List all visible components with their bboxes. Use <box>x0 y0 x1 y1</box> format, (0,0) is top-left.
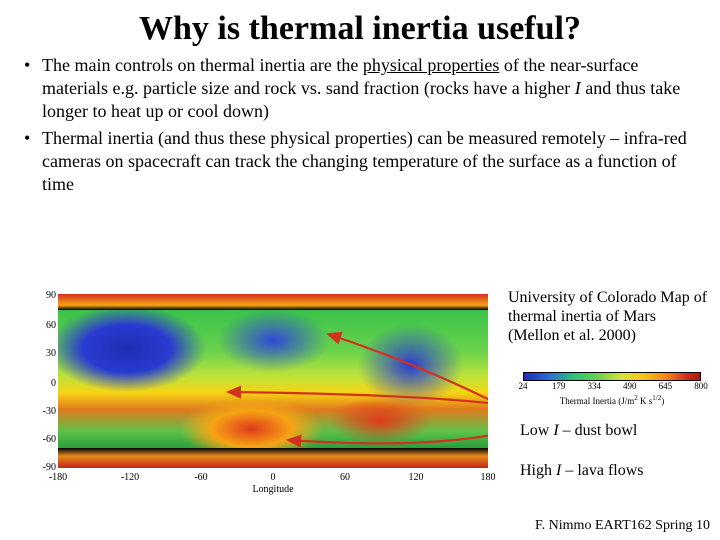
colorbar: 24 179 334 490 645 800 Thermal Inertia (… <box>523 372 713 406</box>
xtick-n120: -120 <box>121 472 139 483</box>
cbl-post: ) <box>661 396 664 406</box>
cbt-490: 490 <box>623 381 637 391</box>
cbt-334: 334 <box>587 381 601 391</box>
xtick-n60: -60 <box>194 472 207 483</box>
ytick-n30: -30 <box>28 406 56 417</box>
cbl-mid: K s <box>638 396 653 406</box>
cbl-pre: Thermal Inertia (J/m <box>560 396 634 406</box>
ytick-0: 0 <box>28 378 56 389</box>
thermal-inertia-map <box>58 294 488 468</box>
ytick-30: 30 <box>28 348 56 359</box>
ytick-n60: -60 <box>28 434 56 445</box>
high-I-label: High I – lava flows <box>520 462 644 480</box>
low-I-label: Low I – dust bowl <box>520 422 637 440</box>
bullet-list: The main controls on thermal inertia are… <box>0 54 720 196</box>
xtick-180: 180 <box>481 472 496 483</box>
b1-underline: physical properties <box>363 55 499 75</box>
figure-caption-main: University of Colorado Map of thermal in… <box>508 288 708 346</box>
map-wrap: 90 60 30 0 -30 -60 -90 -180 -120 -60 0 6… <box>28 288 498 498</box>
cbt-645: 645 <box>659 381 673 391</box>
colorbar-ticks: 24 179 334 490 645 800 <box>523 381 701 393</box>
slide-title: Why is thermal inertia useful? <box>0 0 720 54</box>
b1-text-pre: The main controls on thermal inertia are… <box>42 55 363 75</box>
bullet-1: The main controls on thermal inertia are… <box>42 54 698 123</box>
ytick-90: 90 <box>28 290 56 301</box>
cbl-sup2: 1/2 <box>652 394 661 402</box>
xtick-120: 120 <box>409 472 424 483</box>
high-pre: High <box>520 462 556 479</box>
cbt-24: 24 <box>519 381 528 391</box>
colorbar-label: Thermal Inertia (J/m2 K s1/2) <box>523 394 701 406</box>
colorbar-gradient <box>523 372 701 381</box>
xtick-60: 60 <box>340 472 350 483</box>
xtick-n180: -180 <box>49 472 67 483</box>
bullet-2: Thermal inertia (and thus these physical… <box>42 127 698 196</box>
xtick-0: 0 <box>271 472 276 483</box>
map-polar-top <box>58 294 488 310</box>
low-post: – dust bowl <box>559 422 638 439</box>
high-post: – lava flows <box>561 462 643 479</box>
map-polar-bottom <box>58 448 488 468</box>
x-axis-label: Longitude <box>58 484 488 495</box>
cbt-800: 800 <box>694 381 708 391</box>
cbt-179: 179 <box>552 381 566 391</box>
figure-area: 90 60 30 0 -30 -60 -90 -180 -120 -60 0 6… <box>28 288 688 498</box>
ytick-60: 60 <box>28 320 56 331</box>
map-mid-region <box>58 310 488 448</box>
slide-footer: F. Nimmo EART162 Spring 10 <box>535 518 710 534</box>
low-pre: Low <box>520 422 553 439</box>
